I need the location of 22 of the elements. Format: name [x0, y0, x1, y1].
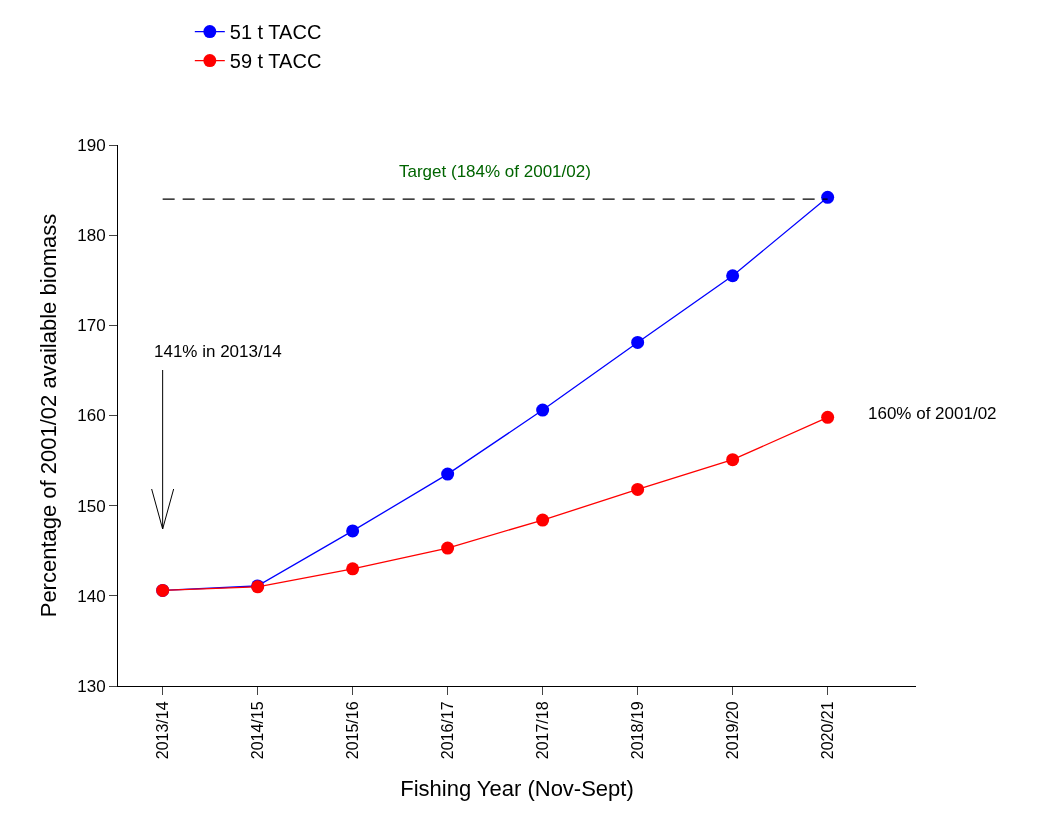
x-axis-title: Fishing Year (Nov-Sept) [400, 776, 634, 802]
x-tick-label: 2013/14 [153, 701, 171, 760]
annotation: 141% in 2013/14 [154, 342, 282, 361]
x-tick-label: 2016/17 [438, 701, 456, 760]
x-tick-label: 2015/16 [343, 701, 361, 760]
legend-label: 59 t TACC [229, 50, 322, 73]
y-tick-label: 190 [77, 135, 106, 155]
y-tick-label: 160 [77, 406, 106, 426]
annotation: 160% of 2001/02 [868, 404, 997, 423]
y-axis-title: Percentage of 2001/02 available biomass [36, 213, 62, 618]
x-tick-label: 2019/20 [723, 701, 741, 760]
y-tick-label: 130 [77, 676, 106, 696]
x-tick-label: 2017/18 [533, 701, 551, 760]
y-tick-label: 140 [77, 586, 106, 606]
x-tick-label: 2014/15 [248, 701, 266, 760]
legend-label: 51 t TACC [229, 21, 322, 44]
x-tick-label: 2018/19 [628, 701, 646, 760]
ref-line-label: Target (184% of 2001/02) [399, 162, 591, 181]
y-tick-label: 170 [77, 316, 106, 336]
y-tick-label: 150 [77, 496, 106, 516]
y-tick-label: 180 [77, 226, 106, 246]
x-tick-label: 2020/21 [818, 701, 836, 760]
